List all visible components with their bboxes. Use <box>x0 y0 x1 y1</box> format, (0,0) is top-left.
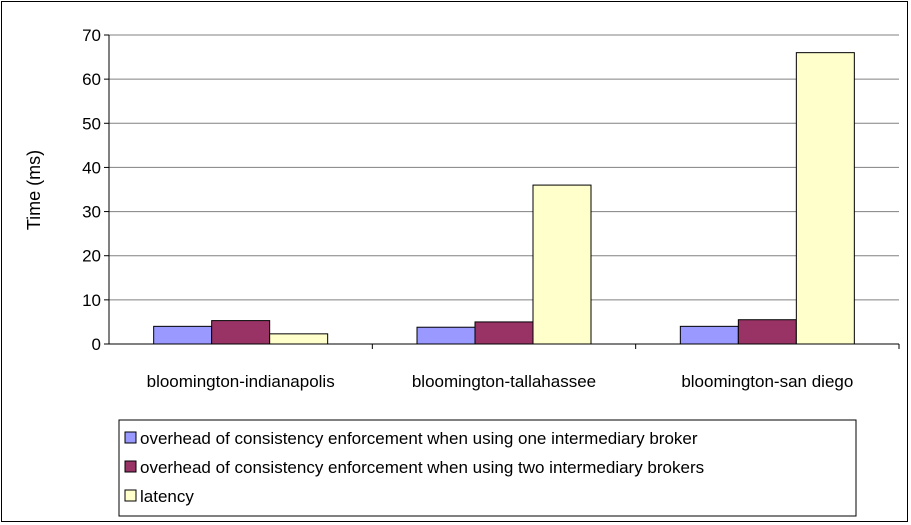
y-tick-label: 20 <box>82 247 101 266</box>
y-tick-label: 30 <box>82 203 101 222</box>
legend-label: latency <box>140 487 194 506</box>
y-tick-label: 40 <box>82 158 101 177</box>
y-tick-label: 50 <box>82 114 101 133</box>
x-category-label: bloomington-tallahassee <box>412 372 596 391</box>
bar-overhead-of-consistency-enforcement-when-2 <box>737 319 797 345</box>
legend-swatch <box>124 489 137 502</box>
legend-label: overhead of consistency enforcement when… <box>140 458 704 477</box>
y-tick-label: 70 <box>82 26 101 45</box>
x-category-label: bloomington-indianapolis <box>147 372 335 391</box>
x-category-label: bloomington-san diego <box>681 372 853 391</box>
bar-overhead-of-consistency-enforcement-when-1 <box>474 321 534 345</box>
y-tick-labels: 0 10 20 30 40 50 60 70 <box>82 26 101 354</box>
legend-swatch <box>124 460 137 473</box>
bar-overhead-of-consistency-enforcement-when-0 <box>211 320 271 345</box>
bar-latency-2 <box>795 52 855 345</box>
legend-box <box>118 419 857 517</box>
y-tick-label: 10 <box>82 291 101 310</box>
bar-overhead-of-consistency-enforcement-when-0 <box>153 325 213 345</box>
y-axis-label: Time (ms) <box>24 150 44 230</box>
bar-latency-0 <box>269 333 329 345</box>
axes <box>104 34 900 349</box>
bar-latency-1 <box>532 184 592 345</box>
y-tick-label: 0 <box>92 335 101 354</box>
y-tick-label: 60 <box>82 70 101 89</box>
legend-label: overhead of consistency enforcement when… <box>140 429 698 448</box>
x-category-labels: bloomington-indianapolis bloomington-tall… <box>147 372 854 391</box>
legend-swatch <box>124 431 137 444</box>
legend: overhead of consistency enforcement when… <box>118 419 857 517</box>
gridlines <box>109 34 899 301</box>
bar-overhead-of-consistency-enforcement-when-2 <box>679 325 739 345</box>
bar-overhead-of-consistency-enforcement-when-1 <box>416 326 476 345</box>
